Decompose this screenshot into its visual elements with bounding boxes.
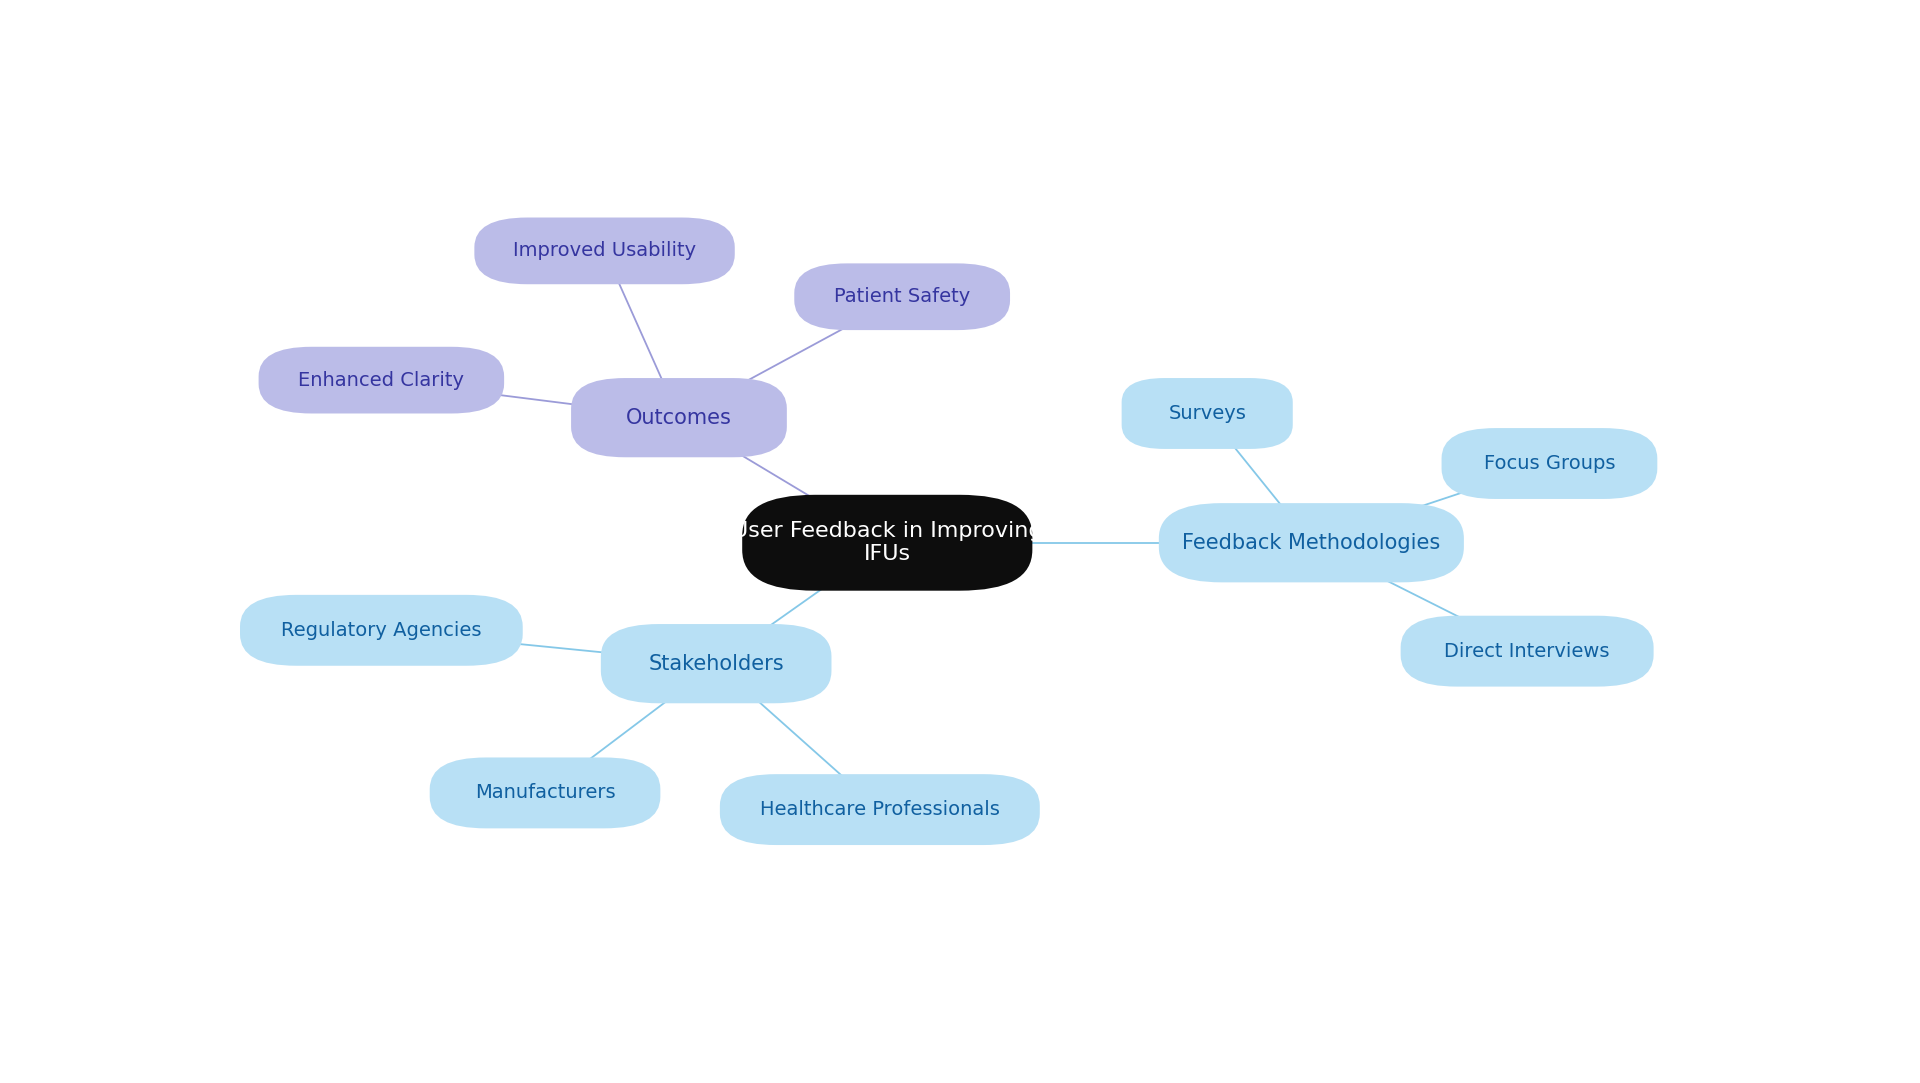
FancyBboxPatch shape <box>430 757 660 828</box>
FancyBboxPatch shape <box>474 218 735 284</box>
FancyBboxPatch shape <box>570 378 787 457</box>
Text: Manufacturers: Manufacturers <box>474 783 614 803</box>
FancyBboxPatch shape <box>259 347 505 414</box>
FancyBboxPatch shape <box>601 624 831 703</box>
FancyBboxPatch shape <box>1121 378 1292 449</box>
Text: Healthcare Professionals: Healthcare Professionals <box>760 800 1000 819</box>
FancyBboxPatch shape <box>720 774 1041 845</box>
Text: Direct Interviews: Direct Interviews <box>1444 641 1609 661</box>
Text: Feedback Methodologies: Feedback Methodologies <box>1183 533 1440 552</box>
Text: User Feedback in Improving
IFUs: User Feedback in Improving IFUs <box>732 521 1043 564</box>
Text: Focus Groups: Focus Groups <box>1484 454 1615 473</box>
FancyBboxPatch shape <box>1442 428 1657 499</box>
Text: Outcomes: Outcomes <box>626 407 732 428</box>
Text: Stakeholders: Stakeholders <box>649 654 783 674</box>
Text: Surveys: Surveys <box>1167 404 1246 423</box>
FancyBboxPatch shape <box>1402 616 1653 687</box>
FancyBboxPatch shape <box>795 263 1010 330</box>
FancyBboxPatch shape <box>743 495 1033 590</box>
FancyBboxPatch shape <box>240 595 522 666</box>
Text: Regulatory Agencies: Regulatory Agencies <box>280 621 482 640</box>
Text: Patient Safety: Patient Safety <box>833 287 970 306</box>
Text: Enhanced Clarity: Enhanced Clarity <box>298 370 465 390</box>
Text: Improved Usability: Improved Usability <box>513 242 697 260</box>
FancyBboxPatch shape <box>1160 504 1463 583</box>
